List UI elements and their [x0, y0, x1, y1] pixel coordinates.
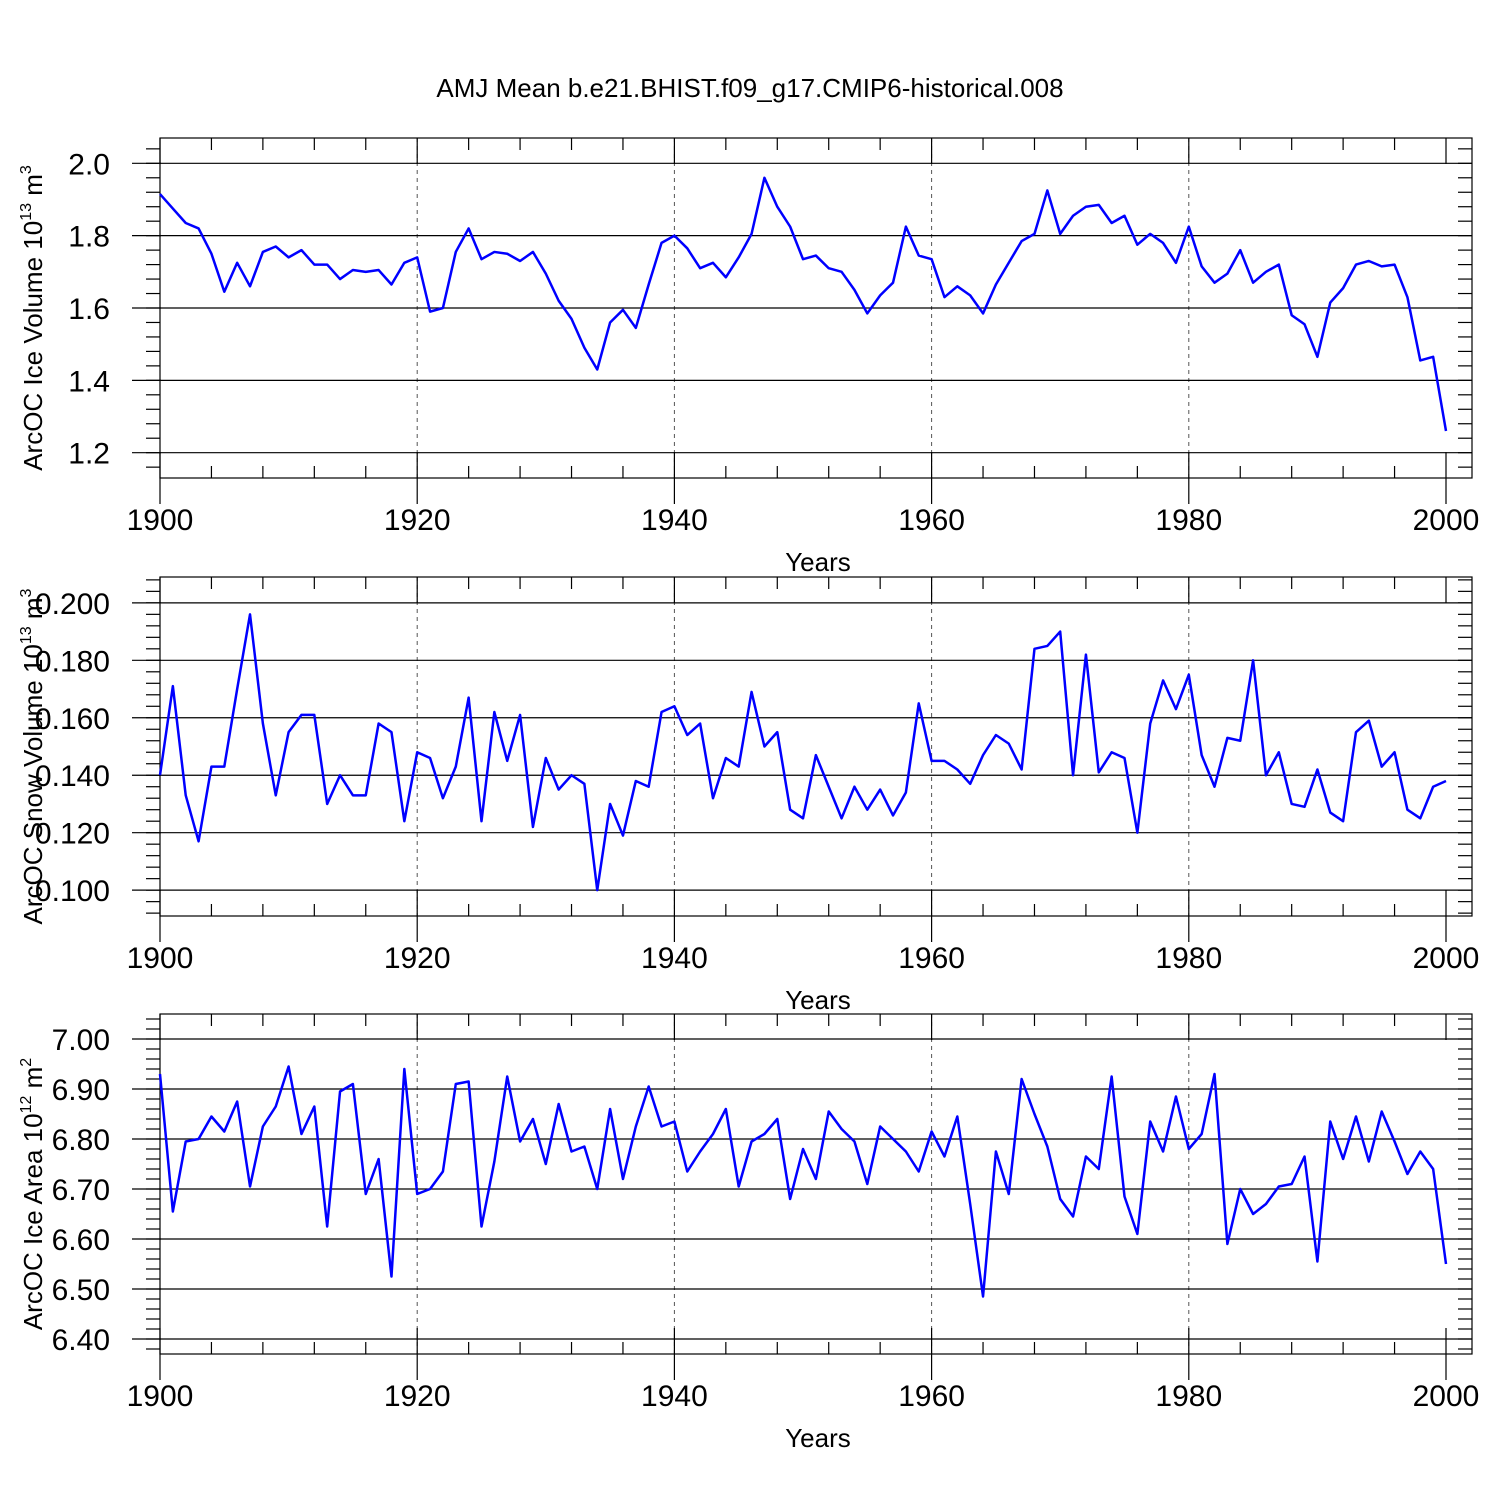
- y-axis-title: ArcOC Ice Area 1012 m2: [18, 1058, 48, 1330]
- xtick-label: 2000: [1413, 942, 1480, 975]
- series-points: [159, 177, 1447, 431]
- y-axis-title: ArcOC Ice Volume 1013 m3: [18, 165, 48, 471]
- panels: 1.2 1.4 1.6 1.8 2.0 1900 1920 1940 1960 1980 2000 Y…: [18, 137, 1480, 1453]
- ytick-label: 1.8: [68, 221, 110, 254]
- ytick-label: 0.200: [35, 588, 110, 621]
- series-line-1: [158, 613, 1447, 892]
- xtick-label: 2000: [1413, 504, 1480, 537]
- series-points: [159, 614, 1447, 891]
- xtick-label: 1920: [384, 942, 451, 975]
- xtick-label: 1980: [1155, 1380, 1222, 1413]
- figure-title: AMJ Mean b.e21.BHIST.f09_g17.CMIP6-histo…: [436, 73, 1063, 103]
- xtick-label: 1920: [384, 1380, 451, 1413]
- ytick-label: 6.60: [52, 1224, 110, 1257]
- xtick-label: 1940: [641, 942, 708, 975]
- x-axis-title: Years: [785, 1423, 851, 1453]
- ytick-label: 6.40: [52, 1324, 110, 1357]
- xtick-label: 2000: [1413, 1380, 1480, 1413]
- xtick-label: 1960: [898, 504, 965, 537]
- ytick-label: 6.80: [52, 1124, 110, 1157]
- ytick-label: 7.00: [52, 1024, 110, 1057]
- y-axis-title: ArcOC Snow Volume 1013 m3: [18, 588, 48, 924]
- xtick-label: 1900: [127, 504, 194, 537]
- ytick-label: 0.160: [35, 703, 110, 736]
- xtick-label: 1940: [641, 504, 708, 537]
- x-axis-title: Years: [785, 547, 851, 577]
- panel-2: 0.100 0.120 0.140 0.160 0.180 0.200 1900 1920 19…: [18, 576, 1480, 1015]
- xtick-label: 1900: [127, 942, 194, 975]
- panel-3: 6.40 6.50 6.60 6.70 6.80 6.90 7.00 1900 1920 1940…: [18, 1013, 1480, 1453]
- ytick-label: 6.90: [52, 1074, 110, 1107]
- series-points: [159, 1066, 1447, 1297]
- xtick-label: 1900: [127, 1380, 194, 1413]
- ytick-label: 0.120: [35, 818, 110, 851]
- ytick-label: 0.100: [35, 875, 110, 908]
- ytick-label: 1.4: [68, 365, 110, 398]
- xtick-label: 1960: [898, 1380, 965, 1413]
- ytick-label: 6.70: [52, 1174, 110, 1207]
- ytick-label: 0.140: [35, 760, 110, 793]
- xtick-label: 1940: [641, 1380, 708, 1413]
- ytick-label: 1.2: [68, 438, 110, 471]
- ytick-label: 6.50: [52, 1274, 110, 1307]
- ytick-label: 0.180: [35, 645, 110, 678]
- x-axis-title: Years: [785, 985, 851, 1015]
- panel-1: 1.2 1.4 1.6 1.8 2.0 1900 1920 1940 1960 1980 2000 Y…: [18, 137, 1480, 577]
- plot-frame: [159, 576, 1473, 917]
- xtick-label: 1980: [1155, 942, 1222, 975]
- xtick-label: 1980: [1155, 504, 1222, 537]
- xtick-label: 1920: [384, 504, 451, 537]
- ytick-label: 1.6: [68, 293, 110, 326]
- plot-frame: [159, 1013, 1473, 1355]
- ytick-label: 2.0: [68, 148, 110, 181]
- xtick-label: 1960: [898, 942, 965, 975]
- series-line-1: [159, 176, 1448, 432]
- series-line-1: [158, 1065, 1448, 1298]
